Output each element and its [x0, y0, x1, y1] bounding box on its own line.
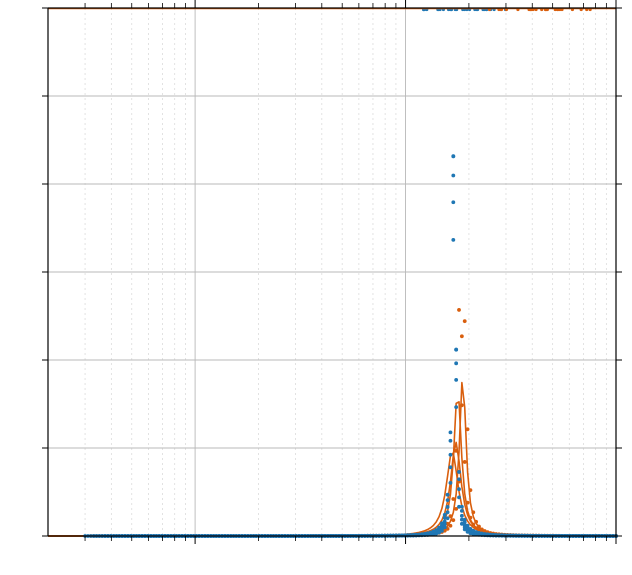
resonance-chart: [0, 0, 632, 575]
